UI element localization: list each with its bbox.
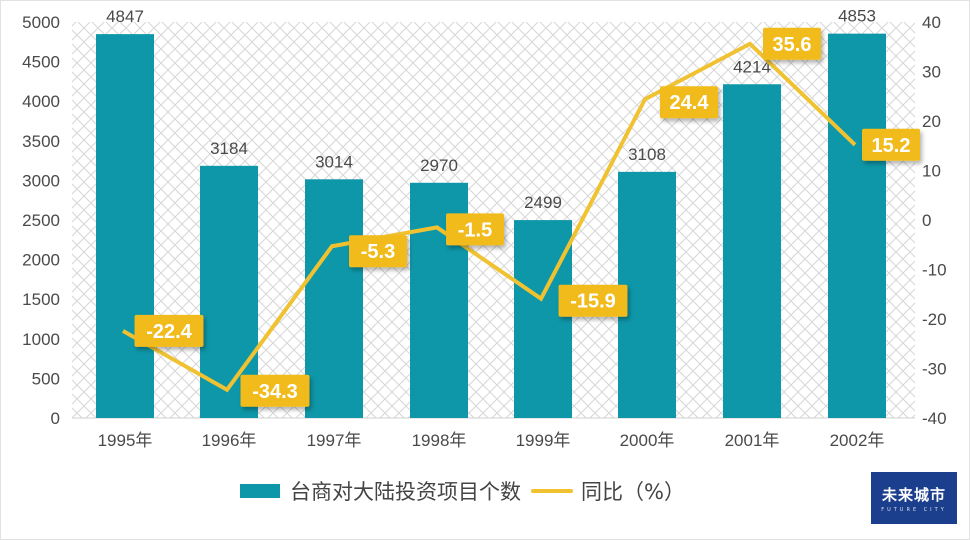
right-axis-tick: -20	[922, 310, 947, 329]
x-axis-tick: 2002年	[830, 431, 885, 450]
yoy-label: -15.9	[558, 284, 628, 317]
line-data-labels: -22.4 -34.3 -5.3 -1.5 -15.9 24.4 35.6 15.2	[134, 27, 920, 407]
yoy-label: 35.6	[763, 27, 821, 60]
left-axis-tick: 5000	[22, 13, 60, 32]
yoy-label-text: -15.9	[570, 291, 616, 313]
right-axis-tick: 10	[922, 162, 941, 181]
logo-text-en: FUTURE CITY	[881, 506, 947, 513]
x-axis-tick: 2001年	[725, 431, 780, 450]
yoy-label-text: -5.3	[361, 241, 395, 263]
yoy-label: -22.4	[134, 314, 204, 347]
yoy-label-text: 35.6	[773, 34, 812, 56]
bar	[723, 84, 781, 419]
yoy-label-text: -22.4	[146, 321, 192, 343]
yoy-label: 24.4	[660, 86, 718, 119]
right-axis-tick: 30	[922, 63, 941, 82]
bar-value-label: 4214	[733, 57, 771, 76]
left-axis-tick: 0	[51, 409, 60, 428]
legend-bar-label: 台商对大陆投资项目个数	[290, 480, 521, 504]
right-axis-tick: 40	[922, 13, 941, 32]
x-axis-tick: 1998年	[412, 431, 467, 450]
bar-series: 4847 3184 3014 2970 2499 3108 4214 4853	[96, 7, 886, 419]
left-axis-tick: 500	[32, 369, 60, 388]
left-axis-tick: 2500	[22, 211, 60, 230]
left-y-axis: 0 500 1000 1500 2000 2500 3000 3500 4000 4500 5000	[22, 13, 60, 428]
left-axis-tick: 1500	[22, 290, 60, 309]
yoy-label-box	[763, 27, 821, 60]
left-axis-tick: 3500	[22, 132, 60, 151]
yoy-label-box	[660, 86, 718, 119]
bar-value-label: 3108	[628, 145, 666, 164]
right-axis-tick: 0	[922, 211, 931, 230]
left-axis-tick: 4000	[22, 92, 60, 111]
yoy-label-box	[558, 284, 628, 317]
right-axis-tick: -30	[922, 360, 947, 379]
yoy-label-box	[862, 128, 920, 161]
bar-value-label: 4847	[106, 7, 144, 26]
logo-text-cn: 未来城市	[881, 485, 946, 504]
left-axis-tick: 1000	[22, 330, 60, 349]
right-axis-tick: -10	[922, 261, 947, 280]
x-axis-tick: 1997年	[307, 431, 362, 450]
yoy-label: -34.3	[240, 374, 310, 407]
bar	[828, 33, 886, 419]
yoy-label: -5.3	[349, 235, 407, 268]
yoy-label-box	[446, 213, 504, 246]
bar-value-label: 2970	[420, 156, 458, 175]
bar-value-label: 4853	[838, 7, 876, 26]
x-axis-labels: 1995年 1996年 1997年 1998年 1999年 2000年 2001年 2002年	[98, 431, 885, 450]
x-axis-tick: 1999年	[516, 431, 571, 450]
right-y-axis: -40 -30 -20 -10 0 10 20 30 40	[922, 13, 947, 428]
yoy-label-text: -1.5	[458, 219, 492, 241]
legend-line-label: 同比（%）	[581, 480, 685, 504]
yoy-label-text: 24.4	[670, 92, 710, 114]
right-axis-tick: 20	[922, 112, 941, 131]
yoy-label-text: 15.2	[872, 135, 911, 157]
future-city-logo: 未来城市 FUTURE CITY	[871, 472, 957, 524]
left-axis-tick: 2000	[22, 251, 60, 270]
combo-chart: 0 500 1000 1500 2000 2500 3000 3500 4000 4500 5000…	[22, 7, 947, 450]
yoy-label-text: -34.3	[252, 381, 298, 403]
bar-value-label: 3014	[315, 152, 353, 171]
left-axis-tick: 3000	[22, 171, 60, 190]
bar	[305, 179, 363, 418]
yoy-line	[122, 41, 857, 393]
left-axis-tick: 4500	[22, 53, 60, 72]
line-series	[122, 41, 857, 393]
yoy-label-box	[240, 374, 310, 407]
bar-value-label: 3184	[210, 139, 248, 158]
bar	[96, 34, 154, 418]
x-axis-tick: 2000年	[620, 431, 675, 450]
x-axis-tick: 1995年	[98, 431, 153, 450]
yoy-label-box	[134, 314, 204, 347]
yoy-label-box	[349, 235, 407, 268]
right-axis-tick: -40	[922, 409, 947, 428]
yoy-label: -1.5	[446, 213, 504, 246]
bar-value-label: 2499	[524, 193, 562, 212]
yoy-label: 15.2	[862, 128, 920, 161]
legend-bar-swatch	[240, 484, 280, 498]
legend: 台商对大陆投资项目个数 同比（%）	[240, 476, 685, 506]
legend-line-swatch	[531, 489, 573, 493]
x-axis-tick: 1996年	[202, 431, 257, 450]
bar	[618, 171, 676, 418]
bar	[514, 220, 572, 418]
